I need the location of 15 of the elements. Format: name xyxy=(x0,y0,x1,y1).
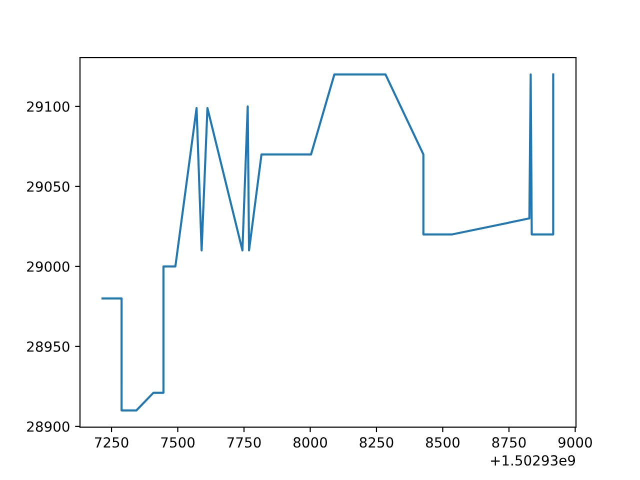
y-tick-label: 28950 xyxy=(27,341,70,352)
y-tick-label: 29050 xyxy=(27,181,70,192)
x-tick-label: 8000 xyxy=(294,437,327,448)
text: +1.50293e9 xyxy=(491,455,576,466)
x-tick-label: 8750 xyxy=(492,437,526,448)
x-tick-label: 7750 xyxy=(227,437,261,448)
x-tick-label: 8250 xyxy=(360,437,394,448)
x-tick-label: 7250 xyxy=(94,437,128,448)
line-series xyxy=(101,73,554,412)
y-tick-label: 28900 xyxy=(27,421,70,432)
x-tick-label: 8500 xyxy=(426,437,460,448)
x-tick-label: 7500 xyxy=(161,437,195,448)
y-tick-label: 29100 xyxy=(27,101,70,112)
y-tick-label: 29000 xyxy=(27,261,70,272)
x-tick-label: 9000 xyxy=(558,437,592,448)
